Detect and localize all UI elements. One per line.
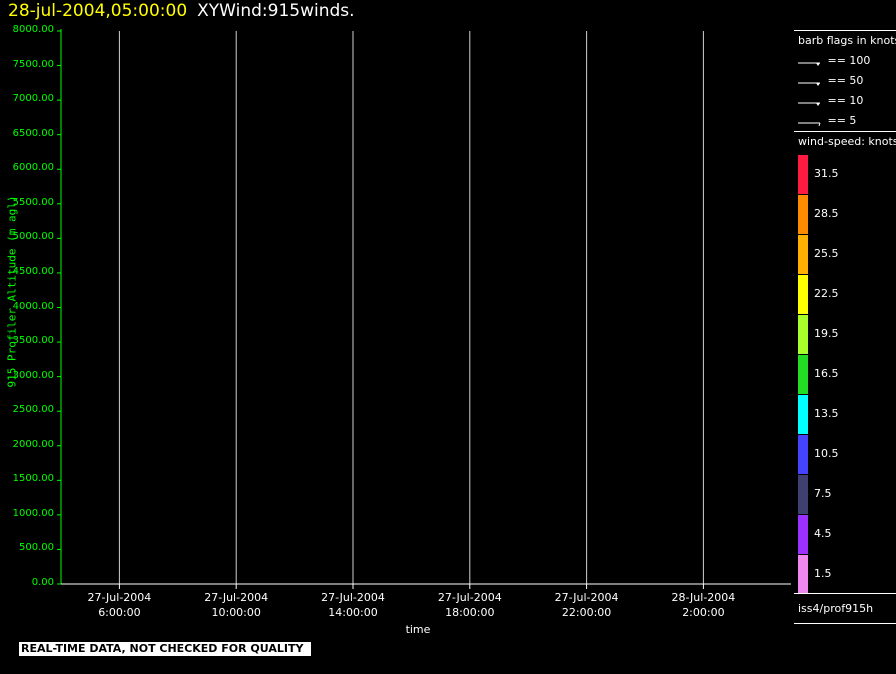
- speed-color-swatch: [798, 155, 808, 194]
- title-product: XYWind:915winds.: [197, 1, 355, 21]
- y-tick-label: 3000.00: [12, 369, 54, 381]
- barb-sample-icon: [798, 82, 820, 86]
- title-timestamp: 28-jul-2004,05:00:00: [8, 1, 188, 21]
- x-tick-label: 27-Jul-2004 6:00:00: [69, 590, 169, 620]
- y-tick-label: 3500.00: [12, 335, 54, 347]
- speed-color-swatch: [798, 275, 808, 314]
- speed-color-label: 4.5: [814, 527, 832, 540]
- x-tick-label: 27-Jul-2004 14:00:00: [303, 590, 403, 620]
- x-tick-time: 2:00:00: [682, 606, 725, 619]
- y-tick-label: 4500.00: [12, 265, 54, 277]
- barb-sample-flag: [816, 63, 820, 66]
- barb-sample-flag: [816, 83, 820, 86]
- speed-color-label: 7.5: [814, 487, 832, 500]
- x-tick-date: 27-Jul-2004: [87, 591, 152, 604]
- speed-color-label: 13.5: [814, 407, 839, 420]
- x-tick-time: 6:00:00: [98, 606, 141, 619]
- barb-sample-icon: [798, 62, 820, 66]
- barb-legend-row: == 5: [798, 114, 856, 127]
- barb-legend-row: == 50: [798, 74, 863, 87]
- speed-color-swatch: [798, 395, 808, 434]
- speed-color-label: 28.5: [814, 207, 839, 220]
- y-tick-label: 4000.00: [12, 300, 54, 312]
- speed-color-swatch: [798, 435, 808, 474]
- speed-color-swatch: [798, 515, 808, 554]
- y-tick-label: 5000.00: [12, 231, 54, 243]
- legend-divider: [794, 131, 896, 132]
- x-tick-date: 27-Jul-2004: [554, 591, 619, 604]
- speed-color-label: 19.5: [814, 327, 839, 340]
- speed-color-swatch: [798, 235, 808, 274]
- y-tick-label: 6500.00: [12, 127, 54, 139]
- speed-color-swatch: [798, 475, 808, 514]
- legend-divider: [794, 623, 896, 624]
- data-source-label: iss4/prof915h: [798, 602, 874, 615]
- x-tick-time: 18:00:00: [445, 606, 495, 619]
- speed-color-swatch: [798, 555, 808, 594]
- time-gridlines: [118, 31, 704, 589]
- x-tick-date: 27-Jul-2004: [204, 591, 269, 604]
- barb-sample-icon: [798, 122, 821, 127]
- barb-legend-title: barb flags in knots: [798, 34, 896, 47]
- y-tick-label: 6000.00: [12, 162, 54, 174]
- speed-color-swatch: [798, 355, 808, 394]
- y-tick-label: 2500.00: [12, 404, 54, 416]
- x-tick-time: 10:00:00: [211, 606, 261, 619]
- speed-color-label: 10.5: [814, 447, 839, 460]
- quality-disclaimer: REAL-TIME DATA, NOT CHECKED FOR QUALITY: [19, 642, 311, 656]
- y-tick-label: 2000.00: [12, 438, 54, 450]
- y-axis-label: 915 Profiler Altitude (m agl): [5, 195, 19, 388]
- x-tick-date: 27-Jul-2004: [437, 591, 502, 604]
- x-tick-date: 27-Jul-2004: [321, 591, 385, 604]
- y-tick-label: 7000.00: [12, 93, 54, 105]
- speed-color-label: 31.5: [814, 167, 839, 180]
- barb-legend-row: == 10: [798, 94, 863, 107]
- speed-legend-title: wind-speed: knots: [798, 135, 896, 148]
- barb-sample-icon: [798, 102, 820, 106]
- x-tick-label: 27-Jul-2004 10:00:00: [186, 590, 286, 620]
- x-tick-time: 22:00:00: [561, 606, 612, 619]
- legend-divider: [794, 593, 896, 594]
- barb-sample-label: == 100: [824, 54, 871, 67]
- x-axis-label: time: [405, 623, 431, 636]
- x-tick-label: 28-Jul-2004 2:00:00: [653, 590, 753, 620]
- y-tick-label: 500.00: [19, 542, 54, 554]
- barb-sample-label: == 50: [824, 74, 864, 87]
- y-tick-label: 1500.00: [12, 473, 54, 485]
- y-tick-label: 8000.00: [12, 24, 54, 35]
- barb-sample-label: == 10: [824, 94, 864, 107]
- x-tick-label: 27-Jul-2004 18:00:00: [420, 590, 520, 620]
- x-tick-label: 27-Jul-2004 22:00:00: [537, 590, 637, 620]
- barb-sample-flag: [818, 122, 821, 127]
- barb-sample-label: == 5: [824, 114, 857, 127]
- speed-color-label: 22.5: [814, 287, 839, 300]
- legend-panel: barb flags in knots == 100 == 50 == 10 =…: [794, 30, 896, 624]
- speed-color-label: 25.5: [814, 247, 839, 260]
- speed-color-swatch: [798, 315, 808, 354]
- speed-color-label: 1.5: [814, 567, 832, 580]
- y-tick-label: 5500.00: [12, 196, 54, 208]
- barb-sample-flag: [816, 103, 820, 106]
- y-tick-label: 7500.00: [12, 58, 54, 70]
- y-tick-label: 0.00: [31, 577, 54, 588]
- x-tick-date: 28-Jul-2004: [671, 591, 736, 604]
- plot-axes: [57, 29, 791, 585]
- chart-title: 28-jul-2004,05:00:00 XYWind:915winds.: [8, 0, 355, 22]
- speed-color-swatch: [798, 195, 808, 234]
- speed-color-label: 16.5: [814, 367, 839, 380]
- legend-divider: [794, 30, 896, 31]
- y-tick-label: 1000.00: [12, 507, 54, 519]
- x-tick-time: 14:00:00: [328, 606, 378, 619]
- barb-legend-row: == 100: [798, 54, 870, 67]
